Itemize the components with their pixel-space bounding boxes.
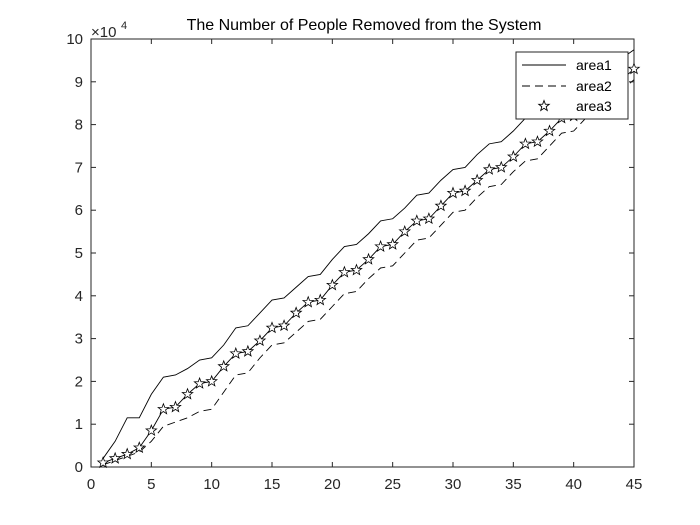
- y-tick-label: 0: [75, 459, 83, 476]
- data-point-area3: [374, 239, 387, 252]
- y-tick-label: 6: [75, 202, 83, 219]
- data-point-area3: [265, 321, 279, 334]
- legend-label-area2: area2: [576, 78, 612, 94]
- data-point-area3: [205, 374, 218, 387]
- legend-box: [515, 51, 629, 120]
- data-point-area3: [301, 295, 315, 308]
- data-point-area3: [507, 150, 520, 163]
- y-tick-label: 9: [75, 74, 83, 91]
- y-tick-label: 10: [66, 31, 83, 48]
- data-point-area3: [434, 199, 448, 212]
- data-point-area3: [181, 387, 194, 400]
- x-tick-label: 10: [203, 476, 220, 493]
- data-point-area3: [217, 359, 231, 372]
- legend-label-area3: area3: [576, 98, 612, 114]
- x-axis: 0 5 10 15 20 25 30 35 40 45: [87, 39, 643, 493]
- data-point-area3: [326, 278, 339, 291]
- y-tick-label: 1: [75, 416, 83, 433]
- data-point-area3: [229, 346, 243, 359]
- data-point-area3: [482, 162, 496, 175]
- x-tick-label: 25: [384, 476, 401, 493]
- series-line-area3: [102, 68, 635, 464]
- x-tick-label: 15: [264, 476, 281, 493]
- data-point-area3: [96, 456, 110, 469]
- data-point-area3: [458, 184, 472, 197]
- data-point-area3: [145, 423, 158, 437]
- x-tick-label: 45: [626, 476, 643, 493]
- data-point-area3: [277, 319, 291, 332]
- y-tick-label: 8: [75, 117, 83, 134]
- data-point-area3: [519, 137, 532, 150]
- data-point-area3: [289, 306, 303, 319]
- x-tick-label: 20: [324, 476, 341, 493]
- legend: area1 area2 area3: [515, 51, 629, 120]
- x-tick-label: 40: [565, 476, 582, 493]
- data-point-area3: [531, 135, 544, 148]
- y-tick-label: 4: [75, 288, 83, 305]
- data-point-area3: [386, 237, 399, 250]
- y-axis: 0 1 2 3 4 5 6 7 8 9 10: [66, 31, 634, 476]
- x-tick-label: 5: [147, 476, 155, 493]
- data-point-area3: [338, 265, 351, 278]
- y-multiplier-exponent: 4: [121, 20, 127, 32]
- legend-swatch-area3: [537, 99, 551, 112]
- data-point-area3: [108, 451, 122, 464]
- y-tick-label: 7: [75, 159, 83, 176]
- x-tick-label: 35: [505, 476, 522, 493]
- data-point-area3: [422, 212, 436, 225]
- legend-label-area1: area1: [576, 57, 612, 73]
- data-point-area3: [362, 252, 375, 265]
- data-point-area3: [350, 263, 363, 276]
- y-tick-label: 2: [75, 373, 83, 390]
- data-point-area3: [193, 376, 206, 389]
- chart-title: The Number of People Removed from the Sy…: [187, 17, 542, 34]
- data-point-area3: [398, 224, 412, 237]
- data-point-area3: [446, 186, 460, 199]
- y-multiplier: ×10 4: [91, 20, 127, 41]
- data-point-area3: [313, 293, 327, 306]
- y-tick-label: 3: [75, 331, 83, 348]
- x-tick-label: 0: [87, 476, 95, 493]
- y-multiplier-base: ×10: [91, 24, 116, 41]
- data-point-area3: [543, 124, 556, 137]
- y-tick-label: 5: [75, 245, 83, 262]
- data-point-area3: [169, 400, 182, 413]
- data-point-area3: [410, 214, 424, 227]
- data-point-area3: [132, 441, 146, 454]
- data-point-area3: [157, 402, 170, 415]
- data-point-area3: [120, 447, 134, 460]
- x-tick-label: 30: [445, 476, 462, 493]
- data-point-area3: [241, 344, 255, 357]
- data-point-area3: [627, 62, 641, 75]
- data-point-area3: [494, 160, 508, 173]
- series-line-area2: [102, 79, 635, 466]
- data-point-area3: [253, 334, 267, 347]
- data-point-area3: [470, 173, 484, 186]
